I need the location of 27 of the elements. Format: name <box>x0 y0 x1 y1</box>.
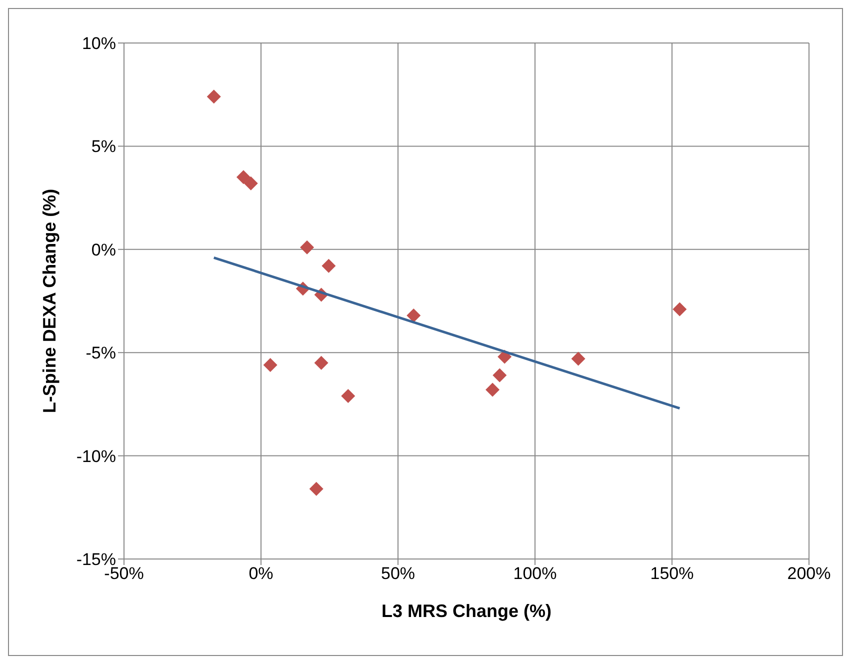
point <box>341 388 356 403</box>
y-tick-label: 0% <box>91 240 116 260</box>
x-tick-label: 100% <box>513 564 557 584</box>
y-tick-label: -5% <box>86 344 116 363</box>
y-tick-label: 5% <box>91 137 116 156</box>
x-axis-title: L3 MRS Change (%) <box>381 601 552 621</box>
x-tick-label: 150% <box>650 564 694 584</box>
point <box>300 240 314 254</box>
point <box>492 368 507 382</box>
y-axis-title: L-Spine DEXA Change (%) <box>39 188 60 414</box>
point <box>236 170 250 184</box>
point <box>322 258 336 273</box>
point <box>244 176 258 190</box>
point <box>571 352 586 366</box>
point <box>672 302 687 316</box>
point <box>206 90 221 104</box>
point <box>406 308 421 322</box>
y-tick-label: 10% <box>82 34 116 54</box>
point <box>486 382 500 397</box>
y-tick-label: -10% <box>76 446 116 466</box>
x-tick-label: -50% <box>104 564 144 584</box>
x-tick-label: 0% <box>248 564 274 584</box>
point <box>314 356 328 370</box>
point <box>263 358 278 372</box>
x-tick-label: 50% <box>380 564 416 584</box>
point <box>309 482 324 496</box>
x-tick-label: 200% <box>787 564 831 584</box>
